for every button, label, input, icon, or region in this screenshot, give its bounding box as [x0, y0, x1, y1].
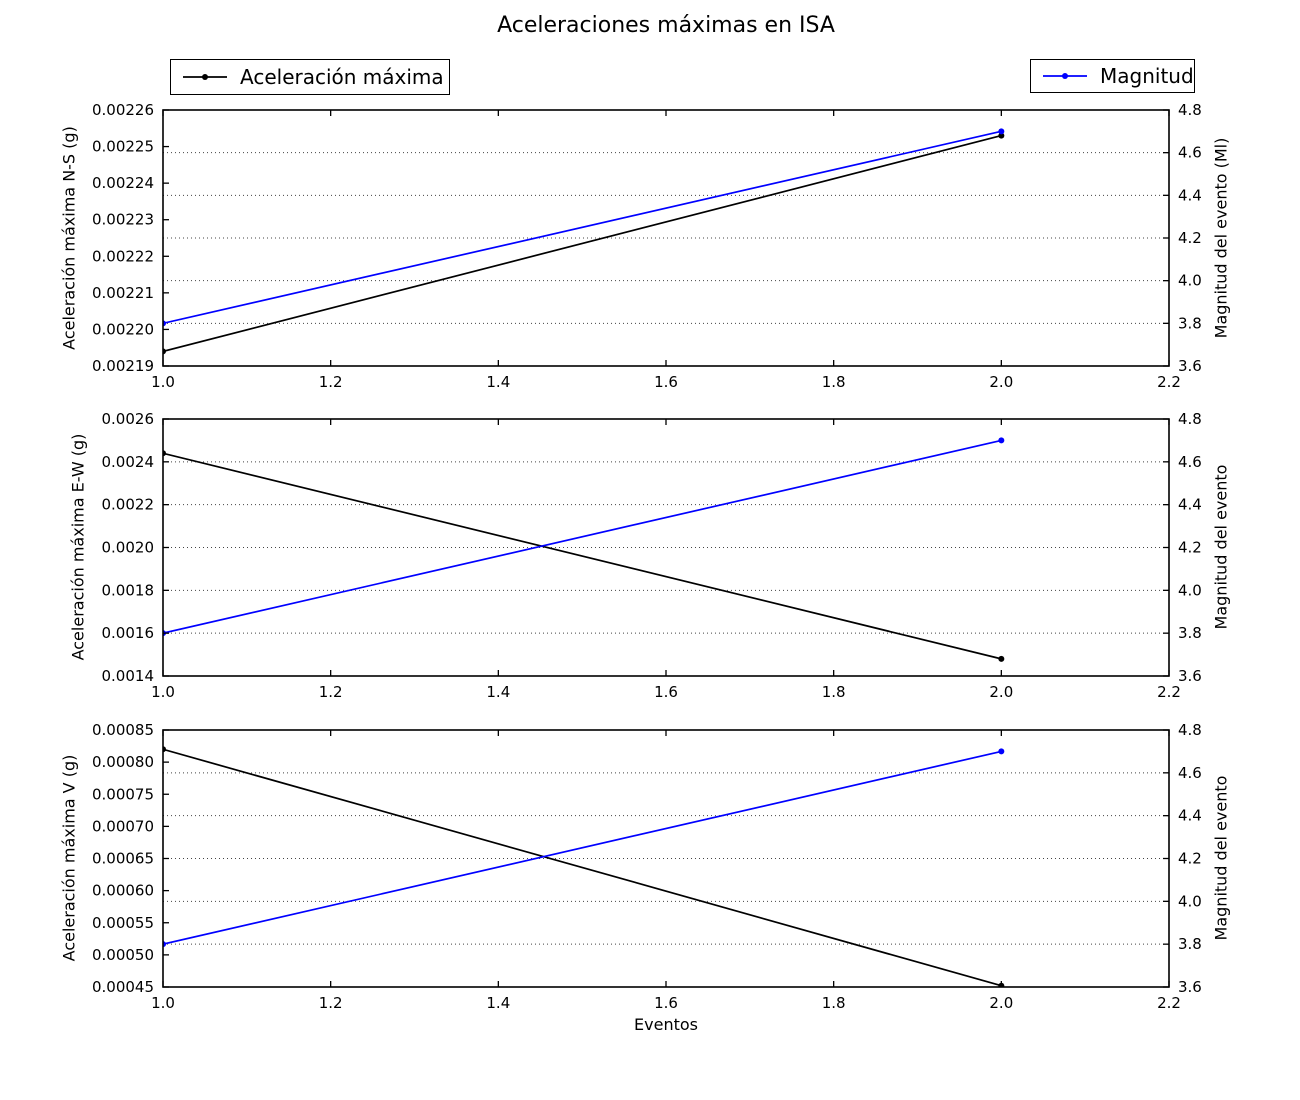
y-tick-label-left: 0.00050: [92, 946, 154, 964]
chart-title: Aceleraciones máximas en ISA: [497, 13, 835, 38]
x-tick-label: 2.0: [989, 683, 1013, 701]
y-tick-label-right: 4.8: [1178, 410, 1202, 428]
y-tick-label-right: 4.2: [1178, 229, 1202, 247]
y-tick-label-left: 0.00224: [92, 174, 154, 192]
y-tick-label-right: 4.6: [1178, 764, 1202, 782]
y-tick-label-left: 0.00220: [92, 320, 154, 338]
y-tick-label-right: 3.6: [1178, 357, 1202, 375]
y-tick-label-right: 3.6: [1178, 978, 1202, 996]
series-line-magnitude: [163, 439, 1002, 634]
y-tick-label-left: 0.00060: [92, 882, 154, 900]
data-point-marker: [998, 655, 1005, 662]
y-tick-label-left: 0.00226: [92, 101, 154, 119]
series-group: [163, 746, 1005, 987]
y-tick-label-right: 4.8: [1178, 721, 1202, 739]
y-tick-label-right: 4.6: [1178, 144, 1202, 162]
y-tick-label-left: 0.00225: [92, 138, 154, 156]
y-tick-label-right: 4.2: [1178, 539, 1202, 557]
x-tick-label: 1.4: [486, 994, 510, 1012]
y-tick-label-left: 0.0016: [102, 624, 155, 642]
legend-magnitude-label: Magnitud: [1100, 64, 1194, 88]
y-tick-label-right: 3.8: [1178, 935, 1202, 953]
x-tick-label: 1.2: [319, 373, 343, 391]
y-tick-label-right: 4.0: [1178, 272, 1202, 290]
data-point-marker: [998, 437, 1005, 444]
x-tick-label: 1.8: [822, 373, 846, 391]
axes-frame: [162, 729, 1170, 988]
x-tick-label: 1.6: [654, 994, 678, 1012]
y-tick-label-left: 0.00070: [92, 817, 154, 835]
legend-acceleration-label: Aceleración máxima: [240, 65, 444, 89]
series-group: [163, 437, 1005, 662]
x-tick-label: 1.8: [822, 994, 846, 1012]
y-tick-label-right: 4.4: [1178, 496, 1202, 514]
y-tick-label-right: 4.0: [1178, 892, 1202, 910]
data-point-marker: [998, 132, 1005, 139]
axes-frame: [162, 418, 1170, 677]
x-axis-label: Eventos: [634, 1015, 698, 1034]
y-tick-label-right: 3.8: [1178, 624, 1202, 642]
y-tick-label-left: 0.00219: [92, 357, 154, 375]
legend-acceleration: Aceleración máxima: [170, 59, 450, 95]
y-tick-label-right: 4.0: [1178, 581, 1202, 599]
y-tick-label-right: 4.2: [1178, 850, 1202, 868]
legend-magnitude: Magnitud: [1030, 59, 1195, 93]
y-tick-label-right: 4.4: [1178, 807, 1202, 825]
y-tick-label-right: 4.8: [1178, 101, 1202, 119]
x-tick-label: 1.6: [654, 373, 678, 391]
data-point-marker: [998, 128, 1005, 135]
x-tick-label: 1.0: [151, 683, 175, 701]
y-tick-label-left: 0.0026: [102, 410, 155, 428]
y-tick-label-left: 0.0018: [102, 581, 155, 599]
x-tick-label: 1.2: [319, 683, 343, 701]
x-tick-label: 1.8: [822, 683, 846, 701]
y-tick-label-left: 0.0024: [102, 453, 155, 471]
legend-magnitude-line-icon: [1043, 73, 1087, 79]
y-tick-label-left: 0.00055: [92, 914, 154, 932]
series-group: [163, 128, 1005, 355]
y-tick-label-right: 3.8: [1178, 314, 1202, 332]
x-tick-label: 1.0: [151, 994, 175, 1012]
y-tick-label-left: 0.00080: [92, 753, 154, 771]
y-tick-label-left: 0.00045: [92, 978, 154, 996]
series-line-acceleration: [163, 748, 1002, 987]
data-point-marker: [998, 748, 1005, 755]
x-tick-label: 1.0: [151, 373, 175, 391]
axes-frame: [162, 109, 1170, 367]
y-tick-label-left: 0.0022: [102, 496, 155, 514]
y-tick-label-left: 0.0020: [102, 539, 155, 557]
x-tick-label: 2.2: [1157, 994, 1181, 1012]
y-tick-label-left: 0.0014: [102, 667, 155, 685]
x-tick-label: 2.2: [1157, 683, 1181, 701]
x-tick-label: 1.4: [486, 683, 510, 701]
series-line-acceleration: [163, 134, 1002, 353]
series-line-magnitude: [163, 750, 1002, 945]
legend-acceleration-line-icon: [183, 74, 227, 80]
series-line-acceleration: [163, 452, 1002, 660]
y-tick-label-left: 0.00065: [92, 850, 154, 868]
x-tick-label: 1.6: [654, 683, 678, 701]
y-tick-label-left: 0.00085: [92, 721, 154, 739]
y-tick-label-left: 0.00221: [92, 284, 154, 302]
x-tick-label: 2.2: [1157, 373, 1181, 391]
series-line-magnitude: [163, 130, 1002, 325]
x-tick-label: 2.0: [989, 994, 1013, 1012]
y-tick-label-left: 0.00222: [92, 247, 154, 265]
y-tick-label-right: 4.4: [1178, 186, 1202, 204]
y-tick-label-right: 4.6: [1178, 453, 1202, 471]
y-tick-label-right: 3.6: [1178, 667, 1202, 685]
x-tick-label: 1.2: [319, 994, 343, 1012]
y-tick-label-left: 0.00075: [92, 785, 154, 803]
x-tick-label: 1.4: [486, 373, 510, 391]
y-tick-label-left: 0.00223: [92, 211, 154, 229]
x-tick-label: 2.0: [989, 373, 1013, 391]
